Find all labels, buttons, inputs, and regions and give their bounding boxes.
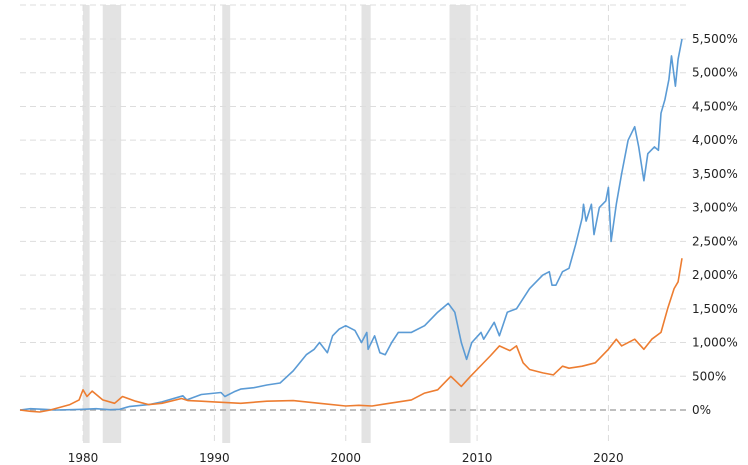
- recession-band: [83, 5, 90, 443]
- y-tick-label: 4,500%: [692, 99, 738, 113]
- x-axis-ticks: 1980 1990 2000 2010 2020: [68, 451, 624, 465]
- y-tick-label: 1,000%: [692, 336, 738, 350]
- recession-band: [102, 5, 122, 443]
- x-tick-label: 1990: [199, 451, 230, 465]
- series-line: [19, 38, 683, 411]
- y-tick-label: 3,500%: [692, 167, 738, 181]
- y-tick-label: 3,000%: [692, 201, 738, 215]
- y-tick-label: 2,000%: [692, 268, 738, 282]
- series-lines: [19, 38, 683, 413]
- recession-band: [361, 5, 371, 443]
- recession-bands: [83, 5, 471, 443]
- recession-band: [222, 5, 231, 443]
- y-tick-label: 4,000%: [692, 133, 738, 147]
- y-tick-label: 2,500%: [692, 234, 738, 248]
- x-tick-label: 2000: [330, 451, 361, 465]
- y-tick-label: 0%: [692, 403, 711, 417]
- recession-band: [449, 5, 471, 443]
- y-tick-label: 500%: [692, 369, 726, 383]
- x-tick-label: 1980: [68, 451, 99, 465]
- x-tick-label: 2010: [462, 451, 493, 465]
- x-tick-label: 2020: [593, 451, 624, 465]
- y-tick-label: 5,500%: [692, 32, 738, 46]
- y-axis-ticks: 0% 500% 1,000% 1,500% 2,000% 2,500% 3,000% 3,50…: [692, 32, 738, 417]
- series-line: [19, 258, 683, 413]
- y-tick-label: 1,500%: [692, 302, 738, 316]
- y-tick-label: 5,000%: [692, 66, 738, 80]
